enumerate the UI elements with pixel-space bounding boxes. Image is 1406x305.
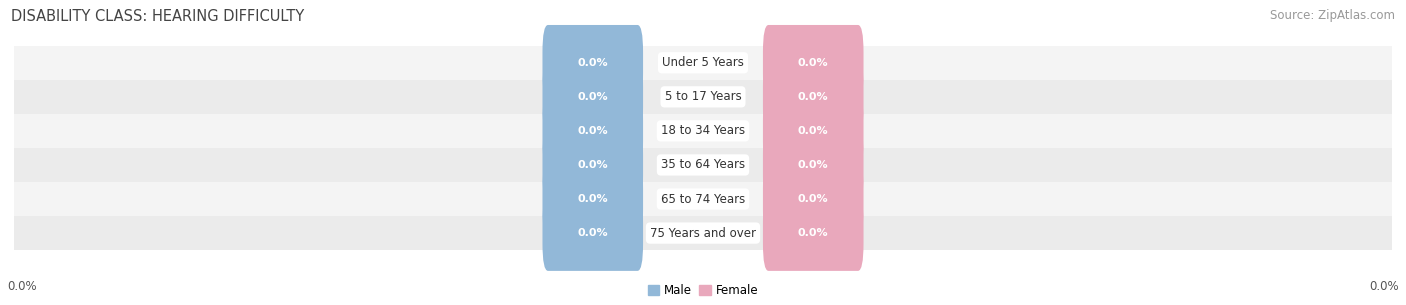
- Text: 0.0%: 0.0%: [799, 194, 828, 204]
- Text: 0.0%: 0.0%: [799, 92, 828, 102]
- Text: 0.0%: 0.0%: [578, 160, 607, 170]
- FancyBboxPatch shape: [763, 127, 863, 203]
- Text: 65 to 74 Years: 65 to 74 Years: [661, 192, 745, 206]
- Text: 35 to 64 Years: 35 to 64 Years: [661, 159, 745, 171]
- Text: 0.0%: 0.0%: [1369, 280, 1399, 293]
- FancyBboxPatch shape: [543, 93, 643, 169]
- FancyBboxPatch shape: [763, 195, 863, 271]
- Text: 0.0%: 0.0%: [799, 126, 828, 136]
- Text: Source: ZipAtlas.com: Source: ZipAtlas.com: [1270, 9, 1395, 22]
- FancyBboxPatch shape: [763, 59, 863, 135]
- Text: DISABILITY CLASS: HEARING DIFFICULTY: DISABILITY CLASS: HEARING DIFFICULTY: [11, 9, 305, 24]
- Legend: Male, Female: Male, Female: [643, 279, 763, 301]
- Text: 0.0%: 0.0%: [7, 280, 37, 293]
- Bar: [14, 80, 1392, 114]
- FancyBboxPatch shape: [763, 93, 863, 169]
- Text: 0.0%: 0.0%: [578, 58, 607, 68]
- Text: 0.0%: 0.0%: [578, 194, 607, 204]
- Text: 0.0%: 0.0%: [799, 58, 828, 68]
- FancyBboxPatch shape: [543, 25, 643, 101]
- Text: 0.0%: 0.0%: [578, 228, 607, 238]
- Text: 0.0%: 0.0%: [578, 92, 607, 102]
- Bar: [14, 46, 1392, 80]
- Text: 0.0%: 0.0%: [578, 126, 607, 136]
- Bar: [14, 114, 1392, 148]
- Text: 75 Years and over: 75 Years and over: [650, 227, 756, 239]
- FancyBboxPatch shape: [543, 127, 643, 203]
- Bar: [14, 216, 1392, 250]
- Bar: [14, 148, 1392, 182]
- FancyBboxPatch shape: [543, 161, 643, 237]
- Text: Under 5 Years: Under 5 Years: [662, 56, 744, 69]
- Bar: [14, 182, 1392, 216]
- FancyBboxPatch shape: [763, 161, 863, 237]
- Text: 0.0%: 0.0%: [799, 228, 828, 238]
- FancyBboxPatch shape: [543, 195, 643, 271]
- Text: 0.0%: 0.0%: [799, 160, 828, 170]
- FancyBboxPatch shape: [763, 25, 863, 101]
- FancyBboxPatch shape: [543, 59, 643, 135]
- Text: 5 to 17 Years: 5 to 17 Years: [665, 90, 741, 103]
- Text: 18 to 34 Years: 18 to 34 Years: [661, 124, 745, 137]
